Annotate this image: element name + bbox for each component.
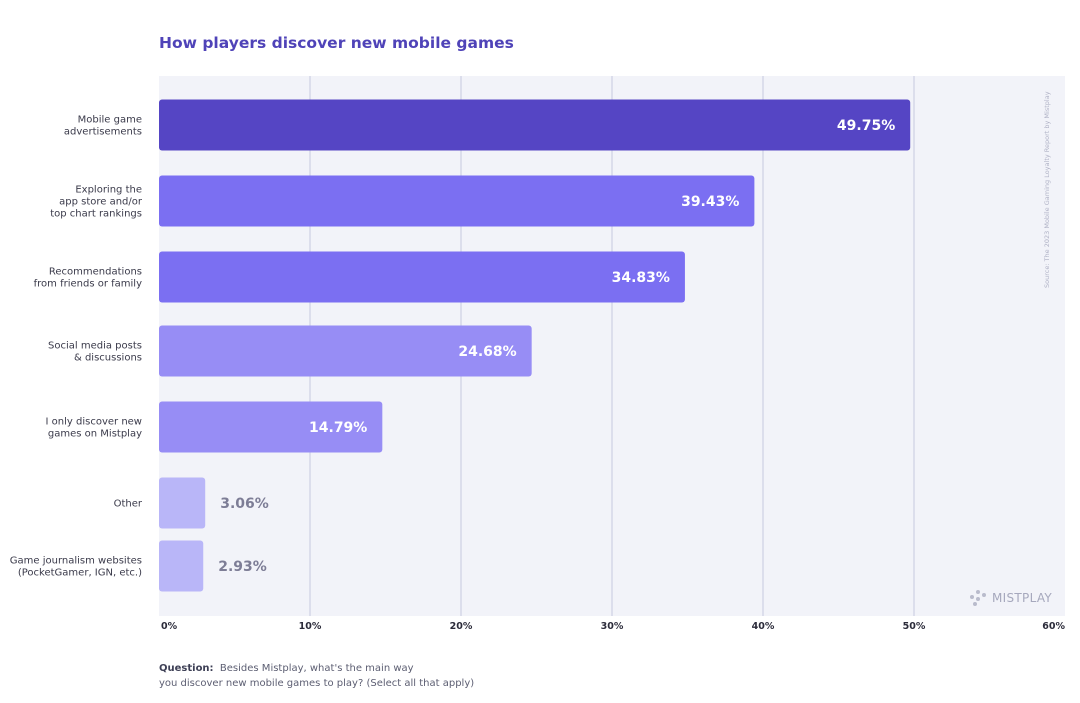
x-tick-label: 50% <box>903 621 926 632</box>
category-labels: Mobile game advertisements Exploring the ap… <box>10 115 143 579</box>
mistplay-logo: MISTPLAY <box>970 590 1052 606</box>
question-label: Question: <box>159 663 214 674</box>
category-label: Other <box>114 499 143 510</box>
category-label: Game journalism websites (PocketGamer, IG… <box>10 556 142 579</box>
bar <box>159 325 532 377</box>
bars: 49.75% 39.43% 34.83% 24.68% 14.79% 3.06% 2.93% <box>159 99 911 592</box>
bar <box>159 99 911 151</box>
x-tick-label: 20% <box>450 621 473 632</box>
bar-value-label: 49.75% <box>837 118 895 134</box>
x-tick-label: 10% <box>299 621 322 632</box>
bar-value-label: 3.06% <box>220 496 269 512</box>
x-tick-label: 60% <box>1042 621 1065 632</box>
bar-value-label: 2.93% <box>218 559 267 575</box>
question-text-line2: you discover new mobile games to play? (… <box>159 678 475 689</box>
survey-question: Question: Besides Mistplay, what's the m… <box>159 661 474 691</box>
chart-title: How players discover new mobile games <box>159 34 514 52</box>
x-tick-label: 40% <box>752 621 775 632</box>
bar <box>159 540 204 592</box>
x-tick-label: 0% <box>161 621 178 632</box>
bar <box>159 477 206 529</box>
brand-name: MISTPLAY <box>992 591 1053 605</box>
bar-value-label: 34.83% <box>612 270 670 286</box>
bar <box>159 251 685 303</box>
bar-value-label: 14.79% <box>309 420 367 436</box>
category-label: Exploring the app store and/or top chart r… <box>50 185 143 220</box>
mistplay-dots-icon <box>970 590 988 606</box>
x-axis-ticks: 0% 10% 20% 30% 40% 50% 60% <box>161 621 1065 632</box>
bar-value-label: 24.68% <box>458 344 516 360</box>
x-tick-label: 30% <box>601 621 624 632</box>
bar-value-label: 39.43% <box>681 194 739 210</box>
category-label: I only discover new games on Mistplay <box>46 417 143 440</box>
category-label: Social media posts & discussions <box>48 341 142 364</box>
bar <box>159 175 755 227</box>
category-label: Recommendations from friends or family <box>34 267 142 290</box>
source-note: Source: The 2023 Mobile Gaming Loyalty R… <box>1043 91 1051 288</box>
question-text-line1: Besides Mistplay, what's the main way <box>219 663 414 674</box>
bar <box>159 401 383 453</box>
category-label: Mobile game advertisements <box>64 115 142 138</box>
